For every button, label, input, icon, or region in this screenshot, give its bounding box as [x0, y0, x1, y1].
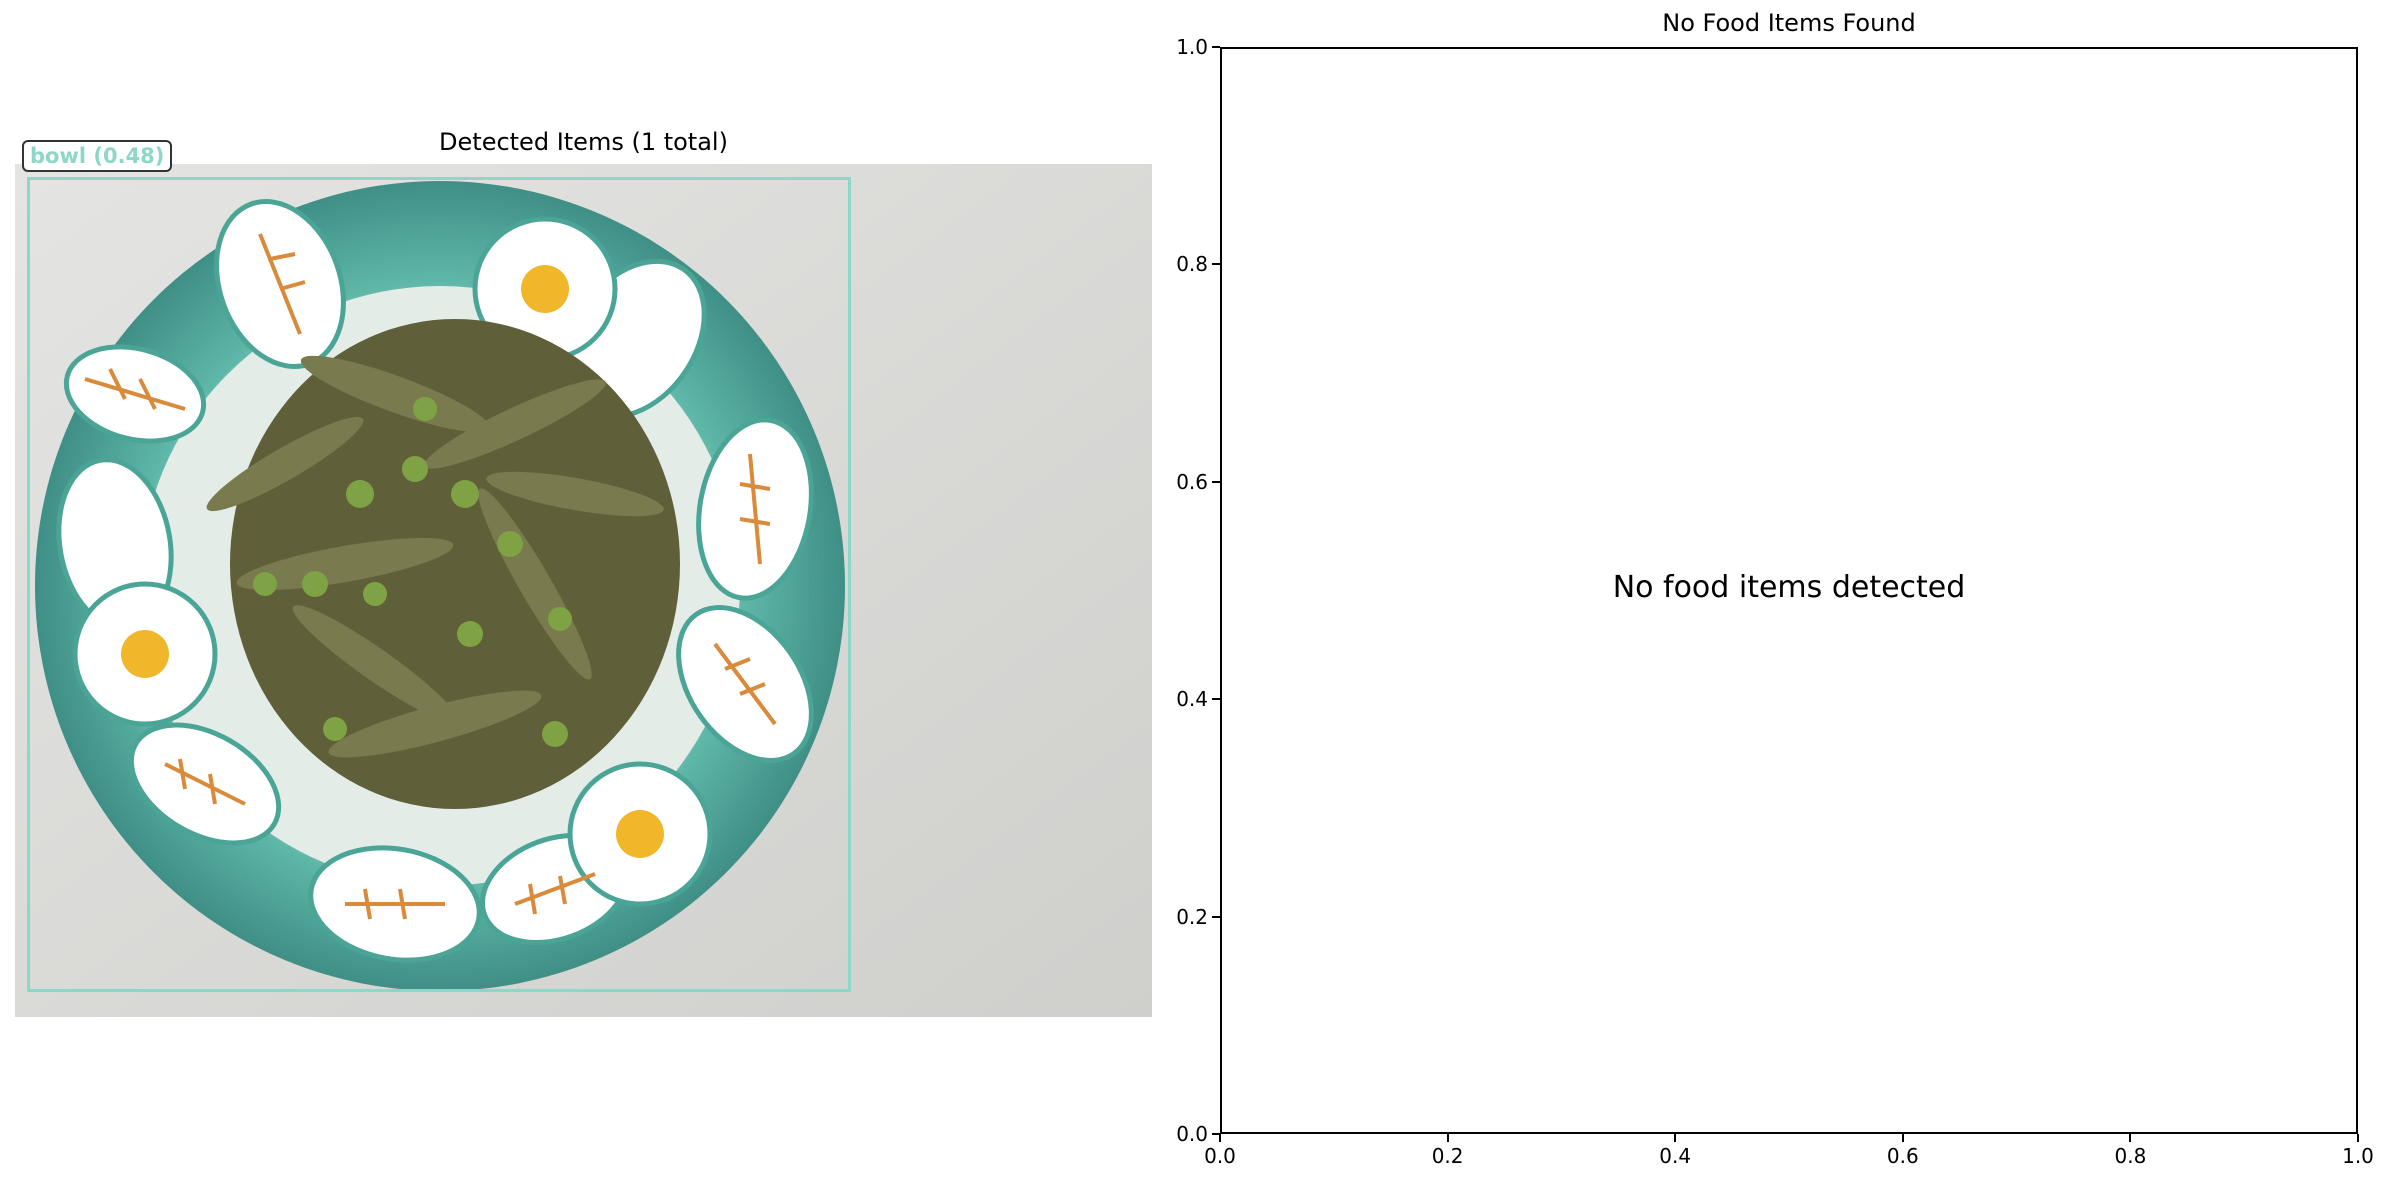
x-tick-mark [1674, 1134, 1677, 1142]
right-panel-title: No Food Items Found [1662, 9, 1916, 37]
x-tick-mark [1901, 1134, 1904, 1142]
plot-area [1220, 47, 2358, 1134]
left-panel-title: Detected Items (1 total) [439, 128, 728, 156]
x-tick-label: 0.8 [2114, 1144, 2147, 1168]
y-tick-label: 0.2 [1176, 904, 1208, 929]
y-tick-mark [1212, 263, 1220, 266]
x-tick-mark [2129, 1134, 2132, 1142]
y-tick-label: 0.0 [1176, 1122, 1208, 1146]
x-tick-label: 0.2 [1431, 1144, 1464, 1168]
x-tick-label: 0.0 [1204, 1144, 1236, 1168]
y-tick-label: 0.8 [1176, 252, 1208, 277]
x-tick-label: 0.6 [1886, 1144, 1919, 1168]
detection-label: bowl (0.48) [22, 140, 173, 172]
no-items-message: No food items detected [1612, 570, 1966, 605]
y-tick-mark [1212, 915, 1220, 918]
y-tick-label: 0.4 [1176, 687, 1208, 712]
photo-image [15, 164, 1152, 1017]
x-tick-label: 1.0 [2342, 1144, 2374, 1168]
detection-bounding-box [27, 177, 851, 992]
x-tick-mark [1446, 1134, 1449, 1142]
y-tick-mark [1212, 480, 1220, 483]
detection-photo [15, 164, 1152, 1017]
x-tick-mark [2357, 1134, 2359, 1142]
y-tick-label: 0.6 [1176, 469, 1208, 494]
y-tick-label: 1.0 [1176, 35, 1208, 59]
x-tick-label: 0.4 [1659, 1144, 1692, 1168]
y-tick-mark [1212, 1133, 1220, 1135]
y-tick-mark [1212, 46, 1220, 48]
x-tick-mark [1219, 1134, 1221, 1142]
y-tick-mark [1212, 698, 1220, 701]
